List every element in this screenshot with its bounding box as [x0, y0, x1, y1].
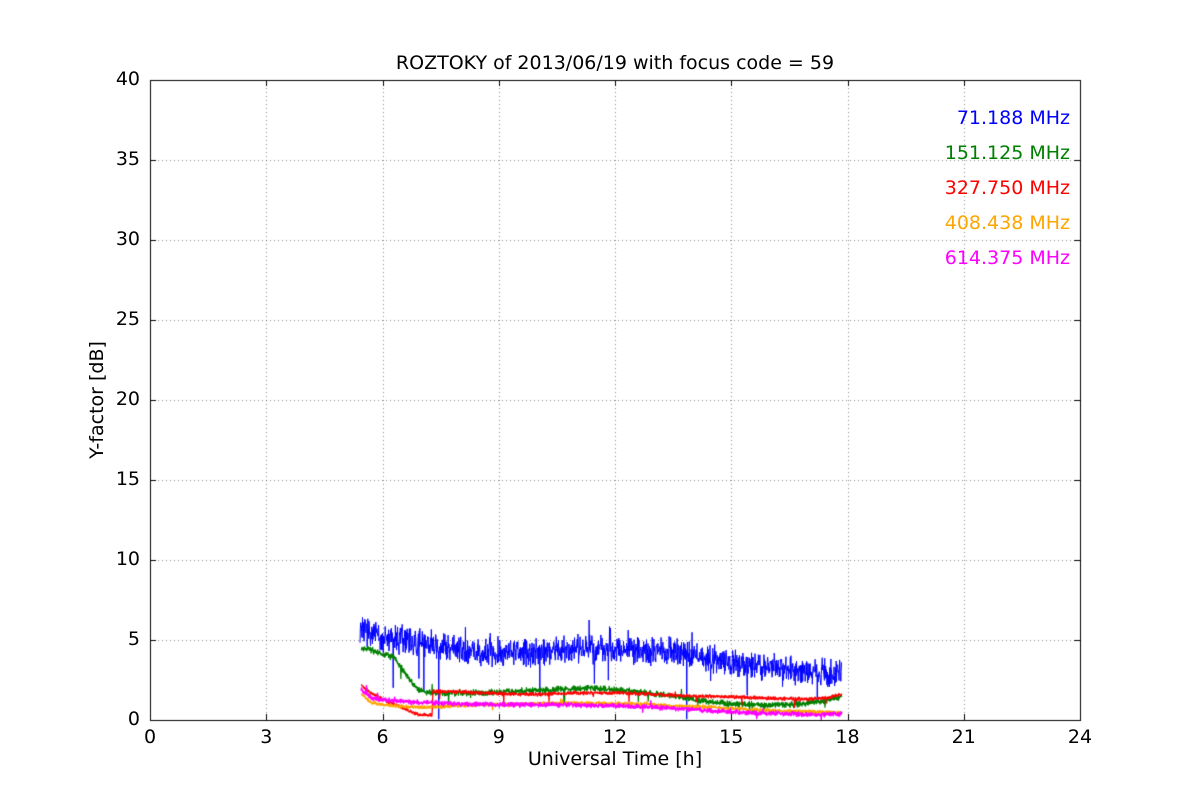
y-tick-label: 5 — [127, 628, 140, 650]
x-tick-label: 12 — [602, 726, 628, 748]
y-tick-label: 15 — [115, 468, 140, 490]
x-tick-label: 21 — [951, 726, 976, 748]
x-tick-label: 24 — [1067, 726, 1093, 748]
legend-item: 408.438 MHz — [944, 212, 1070, 234]
x-tick-label: 6 — [376, 726, 389, 748]
y-tick-label: 35 — [115, 148, 140, 170]
legend-item: 327.750 MHz — [944, 177, 1070, 199]
x-axis-label: Universal Time [h] — [527, 748, 703, 770]
y-tick-label: 0 — [127, 708, 140, 730]
legend-item: 151.125 MHz — [944, 142, 1070, 164]
x-tick-label: 0 — [143, 726, 157, 748]
y-tick-label: 30 — [115, 228, 140, 250]
x-tick-label: 3 — [260, 726, 273, 748]
x-tick-label: 9 — [492, 726, 505, 748]
x-tick-label: 15 — [719, 726, 744, 748]
y-tick-label: 25 — [115, 308, 140, 330]
y-tick-label: 10 — [115, 548, 140, 570]
legend-item: 71.188 MHz — [956, 107, 1070, 129]
chart-title: ROZTOKY of 2013/06/19 with focus code = … — [395, 52, 835, 74]
legend-item: 614.375 MHz — [944, 247, 1070, 269]
y-tick-label: 20 — [115, 388, 140, 410]
y-tick-label: 40 — [115, 68, 140, 90]
x-tick-label: 18 — [835, 726, 860, 748]
legend: 71.188 MHz 151.125 MHz 327.750 MHz 408.438 … — [945, 106, 1070, 281]
